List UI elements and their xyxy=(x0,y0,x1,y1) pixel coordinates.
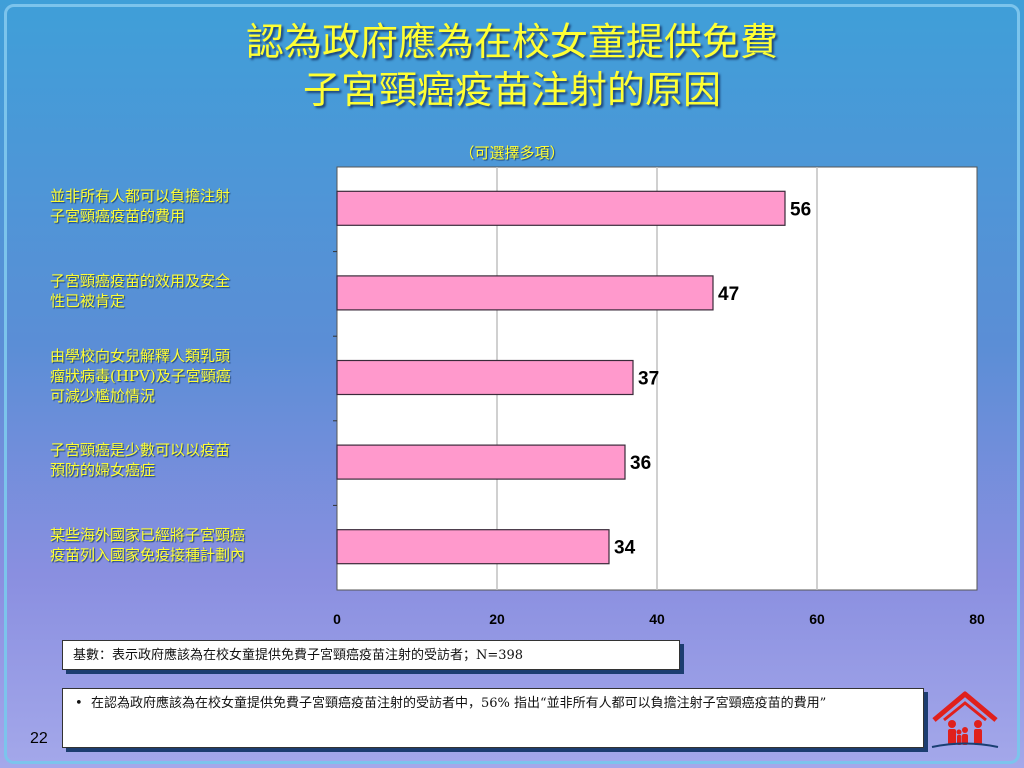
bar-data-label: 37 xyxy=(638,369,659,390)
bar xyxy=(336,444,626,480)
category-label-line: 疫苗列入國家免疫接種計劃內 xyxy=(50,545,246,564)
bar xyxy=(336,190,786,226)
x-tick-label: 0 xyxy=(333,611,341,627)
footnote-text: 在認為政府應該為在校女童提供免費子宮頸癌疫苗注射的受訪者中，56% 指出“並非所… xyxy=(91,696,827,711)
category-label: 由學校向女兒解釋人類乳頭 瘤狀病毒(HPV)及子宮頸癌 可減少尷尬情況 xyxy=(50,346,312,406)
base-note-box: 基數：表示政府應該為在校女童提供免費子宮頸癌疫苗注射的受訪者；N=398 xyxy=(62,640,680,670)
category-label-line: 性已被肯定 xyxy=(50,291,126,310)
category-label-line: 子宮頸癌疫苗的費用 xyxy=(50,207,186,226)
bar xyxy=(336,529,610,565)
x-tick-label: 80 xyxy=(969,611,985,627)
category-label-line: 可減少尷尬情況 xyxy=(50,386,156,405)
title-line-2: 子宮頸癌疫苗注射的原因 xyxy=(302,68,721,112)
category-label-line: 由學校向女兒解釋人類乳頭 xyxy=(50,346,231,365)
title-line-1: 認為政府應為在校女童提供免費 xyxy=(245,20,778,64)
category-label: 並非所有人都可以負擔注射 子宮頸癌疫苗的費用 xyxy=(50,186,312,226)
bar-data-label: 56 xyxy=(790,199,811,220)
footnote-bullet: • xyxy=(75,696,83,711)
slide-title: 認為政府應為在校女童提供免費 子宮頸癌疫苗注射的原因 xyxy=(0,18,1024,114)
x-tick-label: 20 xyxy=(489,611,505,627)
category-label: 子宮頸癌疫苗的效用及安全 性已被肯定 xyxy=(50,271,312,311)
x-tick-label: 60 xyxy=(809,611,825,627)
category-label-line: 某些海外國家已經將子宮頸癌 xyxy=(50,525,246,544)
category-label-line: 預防的婦女癌症 xyxy=(50,461,156,480)
bar-chart: 0 20 40 60 80 56 47 37 36 34 xyxy=(333,166,985,627)
bar-data-label: 34 xyxy=(614,538,636,559)
base-note-text: 基數：表示政府應該為在校女童提供免費子宮頸癌疫苗注射的受訪者；N=398 xyxy=(73,648,524,663)
x-tick-label: 40 xyxy=(649,611,665,627)
family-house-icon xyxy=(931,691,999,748)
bar-data-label: 47 xyxy=(718,284,739,305)
chart-subtitle: （可選擇多項） xyxy=(459,144,565,162)
category-label: 子宮頸癌是少數可以以疫苗 預防的婦女癌症 xyxy=(50,440,312,480)
category-label-line: 子宮頸癌疫苗的效用及安全 xyxy=(50,271,231,290)
category-label: 某些海外國家已經將子宮頸癌 疫苗列入國家免疫接種計劃內 xyxy=(50,525,312,565)
bar xyxy=(336,275,714,311)
bar-data-label: 36 xyxy=(630,453,651,474)
category-label-line: 瘤狀病毒(HPV)及子宮頸癌 xyxy=(50,366,231,385)
bar xyxy=(336,359,634,396)
footnote-box: • 在認為政府應該為在校女童提供免費子宮頸癌疫苗注射的受訪者中，56% 指出“並… xyxy=(62,688,924,748)
category-label-line: 子宮頸癌是少數可以以疫苗 xyxy=(50,441,231,460)
category-label-line: 並非所有人都可以負擔注射 xyxy=(50,187,231,206)
page-number: 22 xyxy=(30,730,48,747)
